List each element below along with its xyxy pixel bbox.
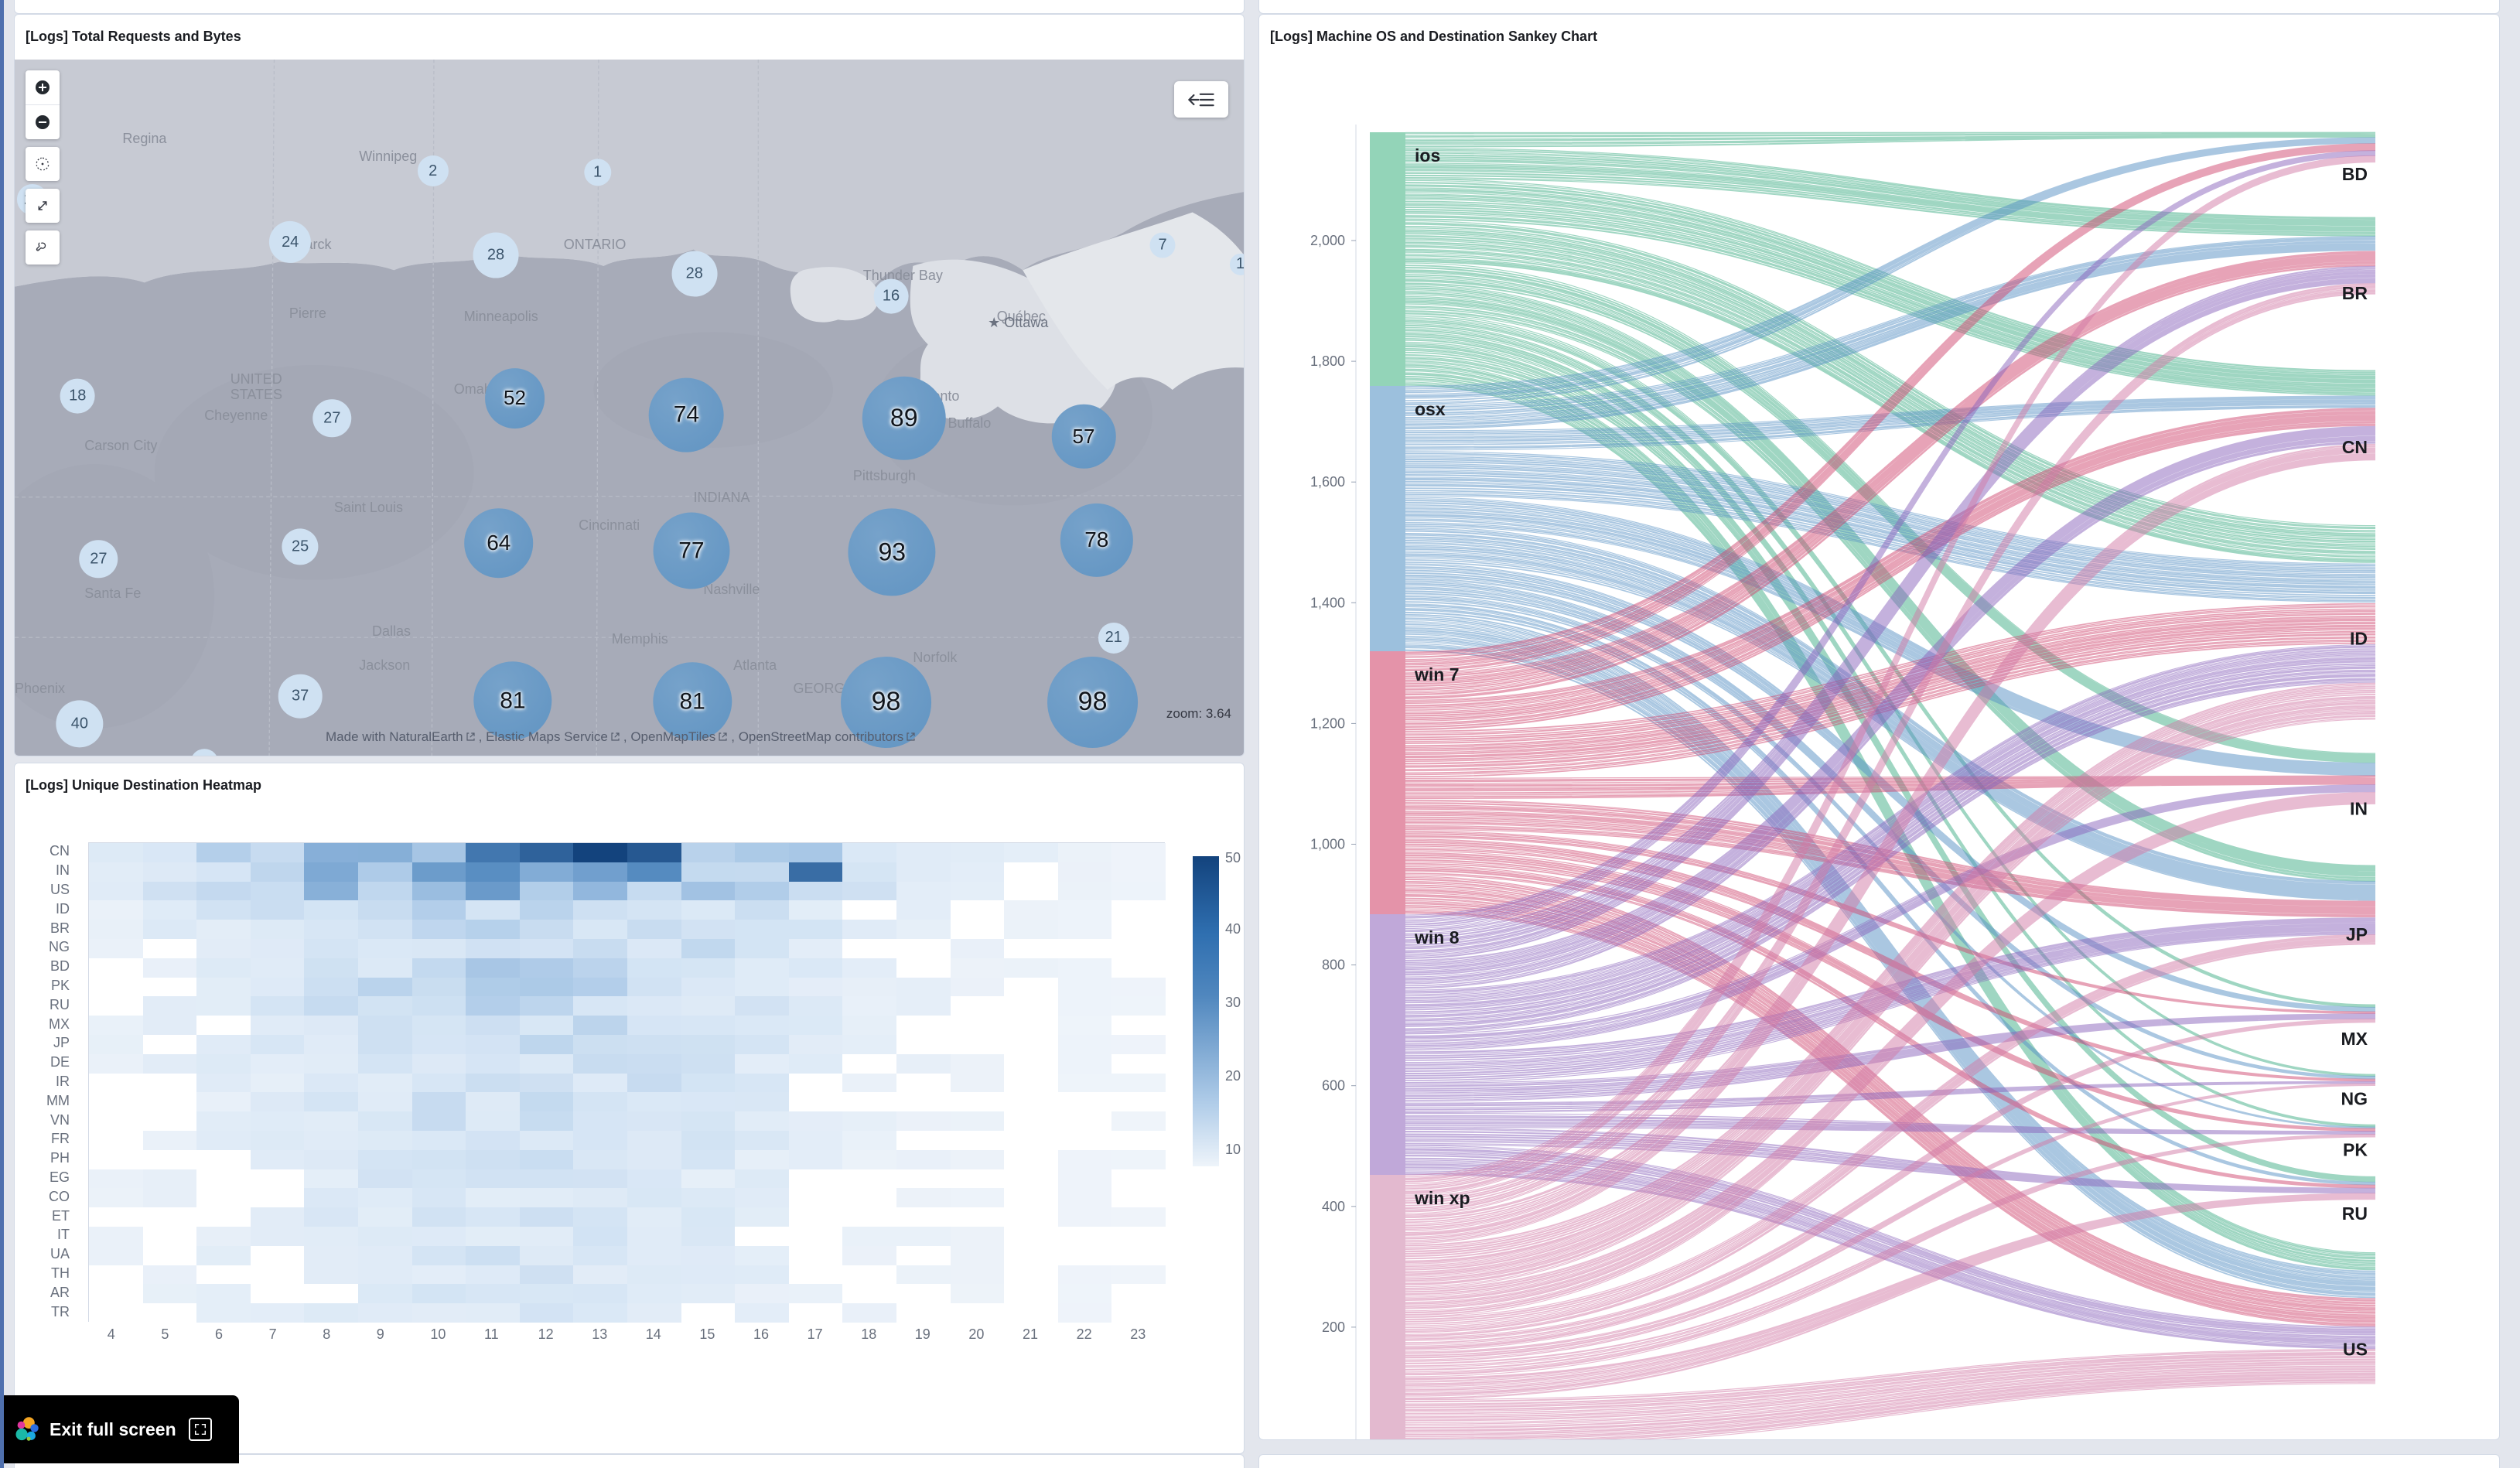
svg-text:ID: ID — [2350, 629, 2368, 649]
svg-text:800: 800 — [1322, 958, 1345, 973]
svg-text:BR: BR — [2342, 283, 2368, 303]
svg-text:NG: NG — [2341, 1089, 2368, 1109]
svg-text:1,000: 1,000 — [1310, 837, 1345, 852]
svg-text:win 7: win 7 — [1414, 664, 1460, 684]
svg-text:2,000: 2,000 — [1310, 233, 1345, 248]
svg-text:IN: IN — [2350, 799, 2368, 819]
svg-text:US: US — [2343, 1340, 2368, 1360]
svg-text:win 8: win 8 — [1414, 927, 1460, 947]
svg-text:PK: PK — [2343, 1140, 2368, 1160]
svg-text:win xp: win xp — [1414, 1188, 1470, 1208]
svg-text:1,400: 1,400 — [1310, 595, 1345, 610]
svg-text:200: 200 — [1322, 1319, 1345, 1335]
svg-text:BD: BD — [2342, 164, 2368, 184]
svg-text:1,600: 1,600 — [1310, 474, 1345, 490]
svg-text:ios: ios — [1415, 145, 1440, 166]
svg-text:CN: CN — [2342, 437, 2368, 457]
svg-text:MX: MX — [2341, 1029, 2368, 1049]
svg-text:osx: osx — [1415, 399, 1446, 419]
svg-text:1,800: 1,800 — [1310, 353, 1345, 369]
svg-text:JP: JP — [2346, 924, 2368, 944]
svg-text:400: 400 — [1322, 1199, 1345, 1214]
svg-text:RU: RU — [2342, 1203, 2368, 1224]
svg-text:600: 600 — [1322, 1078, 1345, 1094]
svg-text:1,200: 1,200 — [1310, 715, 1345, 731]
